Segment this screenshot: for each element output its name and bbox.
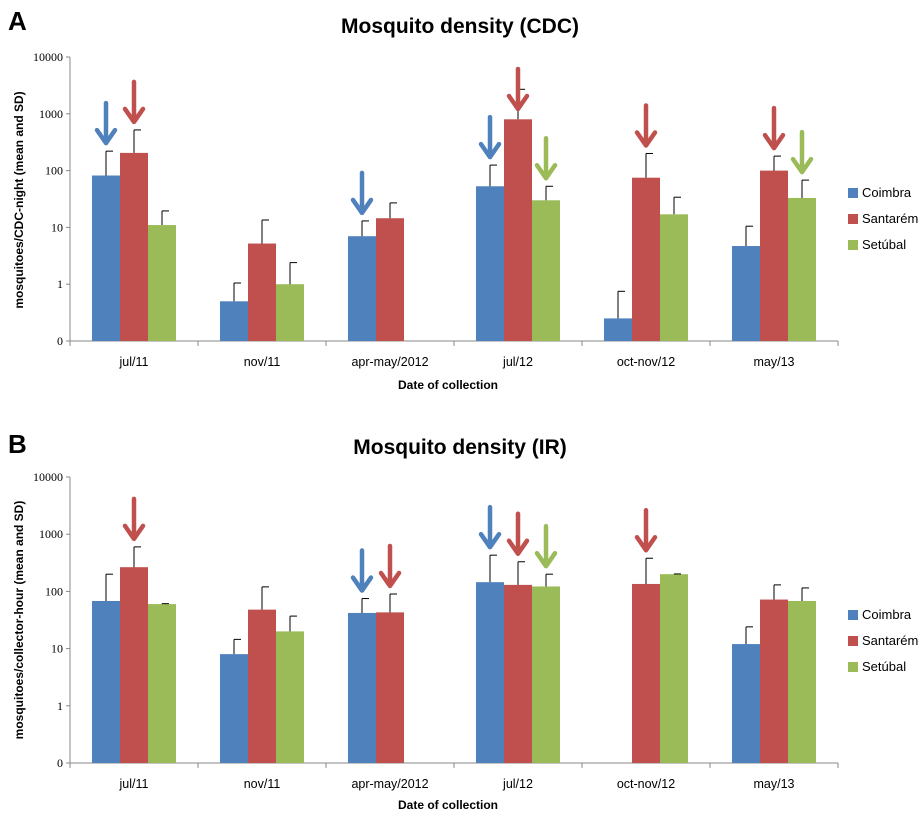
legend-label: Santarém (862, 633, 918, 648)
y-tick-label: 10000 (33, 50, 63, 64)
y-axis-label-b: mosquitoes/collector-hour (mean and SD) (12, 501, 26, 740)
legend-swatch (848, 214, 858, 224)
legend-swatch (848, 610, 858, 620)
panel-letter-b: B (8, 429, 27, 459)
bar (276, 284, 304, 341)
chart-title-a: Mosquito density (CDC) (341, 15, 579, 38)
bar (220, 301, 248, 341)
arrow-icon (478, 504, 502, 550)
y-tick-label: 100 (45, 584, 63, 598)
arrow-icon (478, 114, 502, 160)
bar (92, 175, 120, 341)
bar (348, 612, 376, 763)
bar (532, 586, 560, 763)
bar (220, 654, 248, 763)
bar (532, 200, 560, 341)
arrow-icon (122, 496, 146, 542)
y-tick-label: 10 (51, 642, 63, 656)
bar (348, 236, 376, 341)
y-tick-label: 10000 (33, 470, 63, 484)
bar (660, 214, 688, 341)
y-tick-label: 0 (57, 334, 63, 348)
x-tick-label: nov/11 (244, 777, 281, 791)
panel-letter-a: A (8, 6, 27, 36)
bar (604, 318, 632, 341)
bar (760, 170, 788, 341)
x-tick-label: nov/11 (244, 355, 281, 369)
arrow-icon (534, 136, 558, 181)
bar (504, 584, 532, 763)
arrow-icon (506, 66, 530, 112)
arrow-icon (378, 543, 402, 589)
x-tick-label: oct-nov/12 (617, 355, 675, 369)
bar (376, 218, 404, 341)
chart-panel-b: B Mosquito density (IR) mosquitoes/colle… (8, 429, 918, 812)
chart-title-b: Mosquito density (IR) (353, 436, 567, 459)
chart-panel-a: A Mosquito density (CDC) mosquitoes/CDC-… (8, 6, 918, 392)
y-tick-label: 0 (57, 756, 63, 770)
bar (632, 583, 660, 763)
legend-swatch (848, 188, 858, 198)
x-tick-label: oct-nov/12 (617, 777, 675, 791)
x-tick-label: may/13 (754, 355, 795, 369)
x-tick-label: apr-may/2012 (351, 777, 428, 791)
y-tick-label: 1000 (39, 527, 63, 541)
x-tick-label: may/13 (754, 777, 795, 791)
x-axis-label-b: Date of collection (398, 798, 498, 812)
arrow-icon (762, 105, 786, 151)
bar (732, 644, 760, 763)
arrow-icon (506, 511, 530, 556)
bar (148, 225, 176, 341)
x-axis-label-a: Date of collection (398, 378, 498, 392)
x-tick-label: jul/12 (502, 777, 533, 791)
x-tick-label: apr-may/2012 (351, 355, 428, 369)
x-tick-label: jul/12 (502, 355, 533, 369)
arrow-icon (534, 523, 558, 569)
y-axis-label-a: mosquitoes/CDC-night (mean and SD) (12, 91, 26, 308)
y-tick-label: 10 (51, 220, 63, 234)
x-tick-label: jul/11 (119, 355, 149, 369)
arrow-icon (350, 548, 374, 593)
bar (788, 600, 816, 763)
arrow-icon (94, 100, 118, 146)
legend-label: Setúbal (862, 237, 906, 252)
arrow-icon (634, 507, 658, 553)
bar (248, 243, 276, 341)
legend-label: Coimbra (862, 185, 912, 200)
bar (92, 600, 120, 763)
legend-label: Setúbal (862, 659, 906, 674)
y-tick-label: 1 (57, 277, 63, 291)
bar (760, 599, 788, 763)
bar (248, 609, 276, 763)
legend-swatch (848, 662, 858, 672)
bar (788, 197, 816, 341)
bar (276, 631, 304, 763)
x-tick-label: jul/11 (119, 777, 149, 791)
y-tick-label: 1000 (39, 107, 63, 121)
arrow-icon (634, 103, 658, 148)
arrow-icon (350, 170, 374, 216)
bar (504, 119, 532, 341)
y-tick-label: 100 (45, 164, 63, 178)
bar (660, 574, 688, 763)
legend-label: Coimbra (862, 607, 912, 622)
legend-label: Santarém (862, 211, 918, 226)
bar (476, 582, 504, 763)
bar (376, 612, 404, 763)
bar (476, 186, 504, 341)
bar (120, 152, 148, 341)
arrow-icon (790, 129, 814, 175)
legend-swatch (848, 636, 858, 646)
bar (632, 177, 660, 341)
legend-swatch (848, 240, 858, 250)
arrow-icon (122, 79, 146, 125)
bar (732, 246, 760, 341)
y-tick-label: 1 (57, 699, 63, 713)
bar (148, 604, 176, 763)
bar (120, 567, 148, 763)
